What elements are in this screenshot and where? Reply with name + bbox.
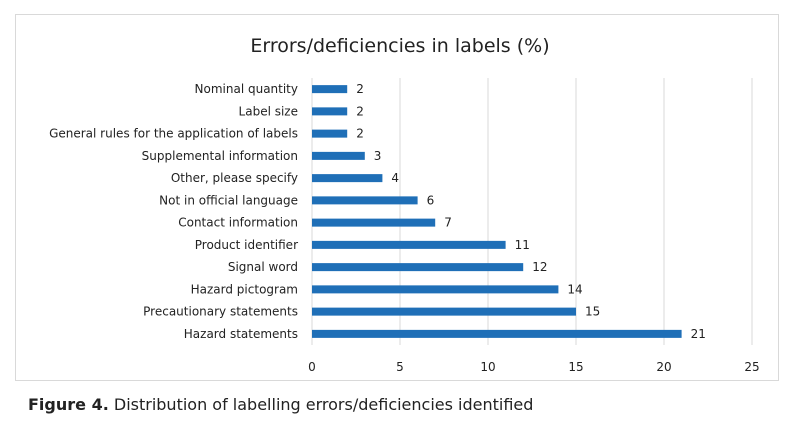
data-label: 12 <box>532 260 547 274</box>
data-label: 7 <box>444 216 452 230</box>
bar <box>312 174 383 183</box>
category-labels: Nominal quantity Label size General rules … <box>49 82 298 341</box>
x-tick-label: 10 <box>480 360 495 374</box>
figure-caption: Figure 4. Distribution of labelling erro… <box>28 395 533 414</box>
category-label: Other, please specify <box>171 171 298 185</box>
data-label: 2 <box>356 82 364 96</box>
x-axis-tick-labels: 0 5 10 15 20 25 <box>308 360 759 374</box>
category-label: Contact information <box>178 216 298 230</box>
data-label: 4 <box>391 171 399 185</box>
data-label: 2 <box>356 127 364 141</box>
bar <box>312 85 348 94</box>
data-label: 11 <box>515 238 530 252</box>
bar <box>312 285 559 294</box>
category-label: Precautionary statements <box>143 305 298 319</box>
x-tick-label: 20 <box>656 360 671 374</box>
bar <box>312 129 348 138</box>
category-label: Product identifier <box>195 238 298 252</box>
chart-title: Errors/deficiencies in labels (%) <box>250 35 549 57</box>
bar <box>312 196 418 205</box>
category-label: Signal word <box>228 260 298 274</box>
bar <box>312 263 524 272</box>
caption-text: Distribution of labelling errors/deficie… <box>108 395 534 414</box>
x-tick-label: 0 <box>308 360 316 374</box>
category-label: Not in official language <box>159 193 298 207</box>
x-tick-label: 15 <box>568 360 583 374</box>
x-tick-label: 25 <box>744 360 759 374</box>
bar <box>312 307 576 316</box>
category-label: Hazard pictogram <box>191 282 298 296</box>
category-label: Hazard statements <box>184 327 298 341</box>
data-label: 21 <box>691 327 706 341</box>
bars <box>312 85 682 338</box>
x-tick-label: 5 <box>396 360 404 374</box>
data-label: 14 <box>567 282 582 296</box>
category-label: Supplemental information <box>142 149 298 163</box>
category-label: Label size <box>239 104 298 118</box>
category-label: General rules for the application of lab… <box>49 127 298 141</box>
bar <box>312 151 365 160</box>
bar <box>312 107 348 116</box>
data-label: 15 <box>585 305 600 319</box>
data-label: 6 <box>427 193 435 207</box>
bar <box>312 240 506 249</box>
category-label: Nominal quantity <box>195 82 298 96</box>
data-label: 2 <box>356 104 364 118</box>
bar <box>312 329 682 338</box>
data-label: 3 <box>374 149 382 163</box>
bar <box>312 218 436 227</box>
caption-label: Figure 4. <box>28 395 109 414</box>
gridlines <box>311 78 753 345</box>
